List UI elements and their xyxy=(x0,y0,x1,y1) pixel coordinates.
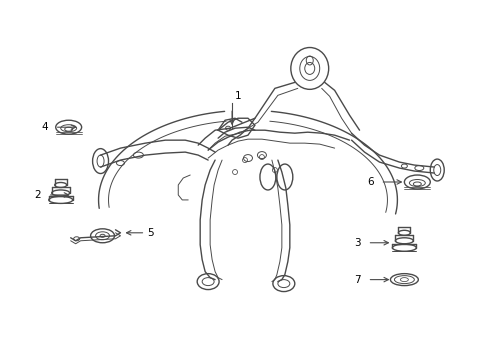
Text: 2: 2 xyxy=(34,190,41,200)
Text: 3: 3 xyxy=(353,238,360,248)
Text: 1: 1 xyxy=(235,91,241,101)
Text: 4: 4 xyxy=(41,122,48,132)
Text: 5: 5 xyxy=(147,228,154,238)
Text: 6: 6 xyxy=(366,177,373,187)
Text: 7: 7 xyxy=(353,275,360,285)
